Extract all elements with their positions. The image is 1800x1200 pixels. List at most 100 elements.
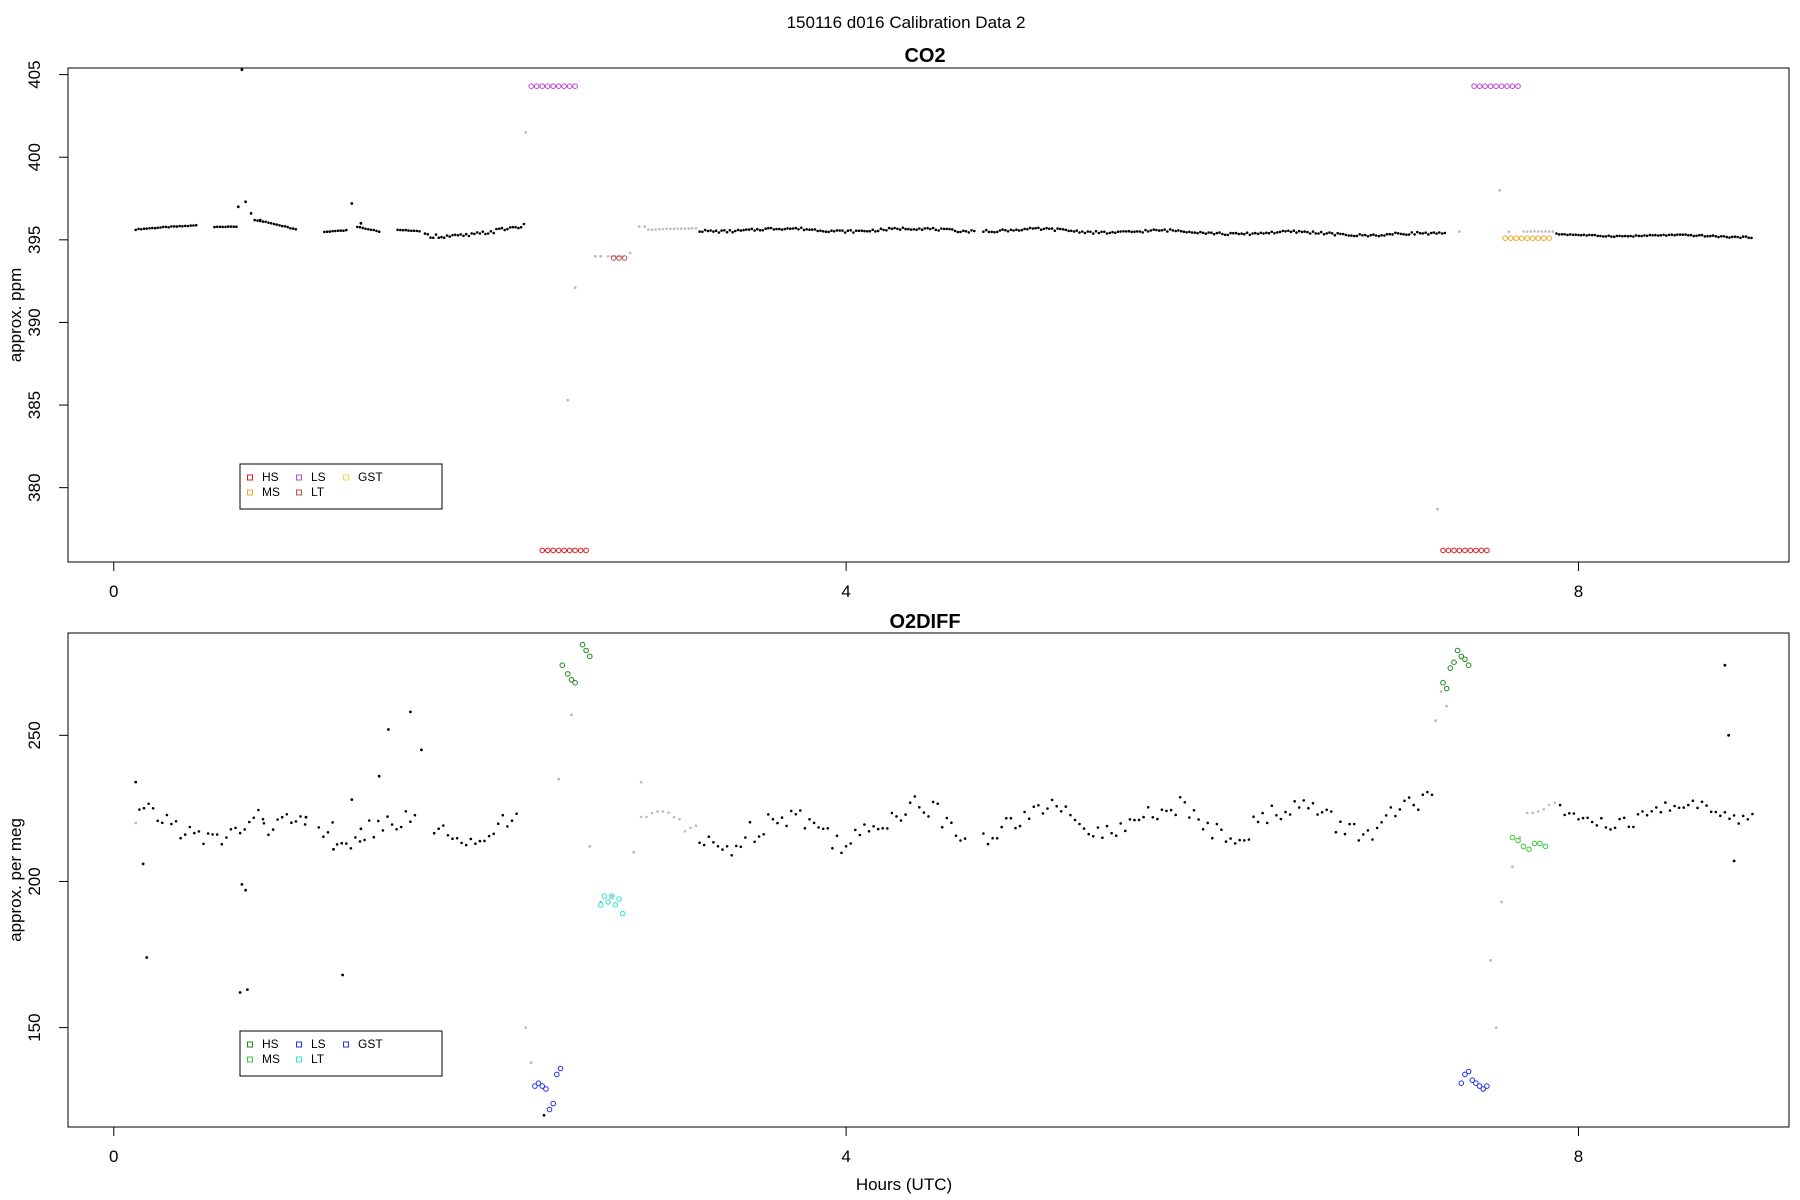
o2diff-point (1447, 665, 1454, 671)
o2diff-point (950, 821, 953, 824)
co2-point (1113, 231, 1117, 235)
figure-title: 150116 d016 Calibration Data 2 (787, 13, 1026, 32)
o2diff-point (803, 827, 807, 830)
co2-point (1525, 230, 1529, 233)
co2-point (1270, 230, 1274, 234)
co2-point (375, 229, 378, 233)
co2-point (920, 228, 924, 231)
o2diff-point (1407, 796, 1411, 799)
co2-point (1610, 235, 1613, 238)
o2diff-point (1650, 810, 1653, 813)
co2-point (1588, 233, 1591, 237)
co2-point (747, 228, 751, 231)
o2diff-point (1572, 812, 1576, 815)
o2diff-point (767, 813, 770, 816)
o2diff-point (1316, 813, 1319, 816)
co2-point (756, 227, 759, 231)
co2-point (1544, 230, 1547, 233)
co2-point (1593, 233, 1597, 237)
co2-point (871, 228, 874, 232)
co2-point (661, 227, 665, 231)
o2diff-point (619, 910, 626, 917)
o2diff-point (991, 836, 994, 840)
co2-y-tick-label: 395 (25, 226, 44, 254)
co2-point (1703, 235, 1707, 238)
o2diff-point (1252, 815, 1255, 818)
co2-point (1590, 233, 1594, 237)
o2diff-point (1526, 846, 1532, 853)
o2diff-point (1714, 810, 1718, 814)
o2diff-point (404, 810, 408, 813)
co2-legend-label: GST (358, 470, 383, 484)
co2-point (328, 230, 332, 233)
o2diff-point (464, 843, 468, 847)
co2-point (342, 229, 345, 232)
co2-point (1020, 228, 1024, 232)
co2-point (841, 229, 844, 232)
co2-point (1418, 231, 1422, 235)
o2diff-point (1105, 824, 1109, 828)
co2-point (396, 228, 399, 232)
co2-point (606, 255, 610, 258)
co2-point (1042, 227, 1046, 231)
co2-point (1111, 230, 1114, 234)
co2-point (1319, 230, 1323, 234)
co2-point (1648, 233, 1652, 237)
o2diff-point (1069, 813, 1072, 817)
co2-point (918, 227, 921, 230)
co2-point (725, 230, 729, 234)
o2diff-point (799, 809, 802, 812)
co2-point (550, 547, 557, 554)
co2-point (1747, 236, 1750, 240)
co2-point (1714, 235, 1718, 238)
co2-point (224, 225, 227, 229)
co2-point (1399, 232, 1403, 236)
o2diff-point (492, 832, 496, 836)
o2diff-point (683, 830, 687, 833)
o2diff-point (161, 821, 164, 825)
o2diff-point (197, 830, 201, 833)
o2diff-point (1531, 811, 1534, 815)
o2diff-point (1220, 828, 1223, 831)
co2-point (495, 227, 498, 231)
o2diff-point (1119, 822, 1122, 825)
o2diff-point (1668, 809, 1672, 812)
o2diff-point (785, 824, 788, 828)
co2-point (637, 225, 641, 229)
co2-point (1229, 231, 1232, 235)
o2diff-point (409, 710, 412, 714)
o2diff-point (698, 841, 701, 844)
co2-marks (134, 68, 1753, 554)
o2diff-point (420, 748, 423, 752)
co2-point (599, 254, 603, 258)
co2-point (1317, 232, 1320, 235)
co2-point (550, 83, 557, 89)
o2diff-point (1114, 834, 1118, 837)
co2-point (1515, 83, 1521, 89)
co2-point (267, 221, 270, 224)
co2-point (1127, 229, 1131, 233)
co2-point (137, 227, 140, 231)
o2diff-y-tick-label: 150 (25, 1013, 44, 1041)
co2-point (780, 228, 784, 231)
co2-point (226, 225, 230, 228)
co2-point (161, 225, 165, 229)
co2-point (1149, 229, 1153, 232)
o2diff-point (1723, 811, 1727, 814)
co2-point (797, 228, 800, 231)
co2-point (701, 230, 704, 234)
o2diff-point (557, 777, 561, 781)
o2diff-point (1352, 822, 1356, 826)
co2-point (1435, 232, 1438, 235)
co2-point (1361, 234, 1364, 237)
co2-y-tick-label: 385 (25, 391, 44, 419)
co2-point (1711, 234, 1715, 237)
co2-point (720, 229, 723, 232)
co2-point (1462, 547, 1468, 554)
o2diff-point (1531, 840, 1538, 847)
o2diff-point (858, 833, 862, 837)
o2diff-point (583, 647, 589, 654)
co2-point (1273, 231, 1276, 235)
co2-point (323, 230, 326, 234)
co2-point (440, 235, 443, 239)
